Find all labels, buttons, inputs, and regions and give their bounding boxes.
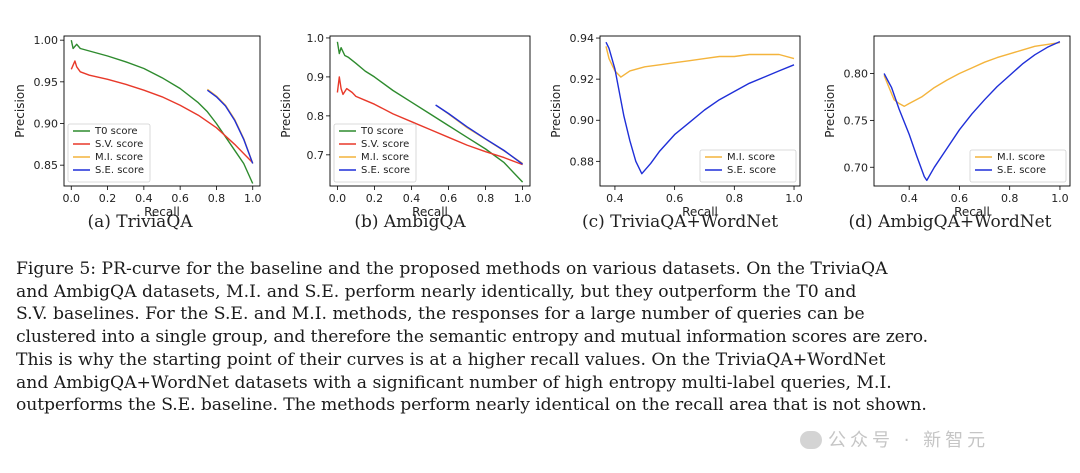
y-axis-label: Precision: [279, 84, 293, 138]
subcaption-d: (d) AmbigQA+WordNet: [848, 212, 1052, 232]
x-tick-label: 1.0: [1051, 192, 1069, 205]
chart-svg: 0.4 0.6 0.8 1.0 0.88 0.90 0.92 0.94 Recall Precis…: [549, 32, 803, 219]
wechat-icon: [800, 431, 822, 449]
x-tick-label: 0.8: [477, 192, 495, 205]
chart-triviaqa-wordnet: 0.4 0.6 0.8 1.0 0.88 0.90 0.92 0.94 Recall Precis…: [540, 20, 810, 219]
y-tick-label: 0.85: [34, 159, 59, 172]
x-tick-label: 0.8: [1001, 192, 1019, 205]
chart-svg: 0.0 0.2 0.4 0.6 0.8 1.0 0.85 0.90 0.95 1.00 Recall…: [13, 34, 262, 219]
series-line-s-v-score: [336, 76, 523, 166]
plot-frame: [599, 35, 801, 187]
plot-frame: [63, 35, 261, 187]
legend-label: M.I. score: [361, 152, 409, 163]
legend: T0 score S.V. score M.I. score S.E. score: [333, 123, 417, 183]
caption-line: and AmbigQA datasets, M.I. and S.E. perf…: [16, 281, 857, 302]
y-tick-label: 1.0: [307, 32, 325, 45]
y-axis-label: Precision: [13, 84, 27, 138]
x-axis-label: Recall: [954, 205, 990, 219]
y-tick-label: 0.9: [307, 71, 325, 84]
y-tick-label: 0.70: [844, 161, 869, 174]
x-tick-label: 1.0: [785, 192, 803, 205]
x-tick-label: 0.4: [606, 192, 624, 205]
y-tick-label: 0.8: [307, 110, 325, 123]
x-tick-label: 0.2: [99, 192, 117, 205]
legend-label: T0 score: [360, 126, 404, 137]
x-axis-label: Recall: [412, 205, 448, 219]
legend-box: [333, 123, 417, 183]
x-tick-label: 0.0: [63, 192, 81, 205]
legend-label: S.E. score: [361, 165, 410, 176]
figure-caption: Figure 5: PR-curve for the baseline and …: [16, 258, 1066, 417]
x-tick-label: 0.4: [900, 192, 918, 205]
caption-line: This is why the starting point of their …: [16, 349, 886, 370]
x-tick-label: 0.6: [951, 192, 969, 205]
caption-line: clustered into a single group, and there…: [16, 327, 928, 348]
plot-frame: [873, 35, 1071, 187]
legend-box: [699, 149, 797, 183]
chart-triviaqa: 0.0 0.2 0.4 0.6 0.8 1.0 0.85 0.90 0.95 1.00 Recall…: [0, 20, 270, 219]
y-tick-label: 0.94: [570, 32, 595, 45]
subcaption-c: (c) TriviaQA+WordNet: [581, 212, 779, 232]
y-tick-label: 0.88: [570, 155, 595, 168]
legend-label: S.E. score: [997, 165, 1046, 176]
x-tick-label: 0.2: [366, 192, 384, 205]
chart-ambigqa: 0.0 0.2 0.4 0.6 0.8 1.0 0.7 0.8 0.9 1.0 Recall Prec…: [270, 20, 540, 219]
y-tick-label: 0.90: [570, 114, 595, 127]
x-tick-label: 1.0: [514, 192, 532, 205]
legend-label: T0 score: [94, 126, 138, 137]
y-tick-label: 1.00: [34, 34, 59, 47]
y-tick-label: 0.90: [34, 118, 59, 131]
subcaption-b: (b) AmbigQA: [354, 212, 466, 232]
y-tick-label: 0.95: [34, 76, 59, 89]
caption-line: outperforms the S.E. baseline. The metho…: [16, 395, 927, 416]
series-line-s-e-score: [605, 41, 795, 175]
y-tick-label: 0.80: [844, 68, 869, 81]
y-tick-label: 0.7: [307, 149, 325, 162]
series-line-m-i-score: [605, 46, 795, 78]
x-axis-label: Recall: [144, 205, 180, 219]
legend-label: S.E. score: [727, 165, 776, 176]
series-line-s-e-score: [206, 89, 254, 164]
series-line-m-i-score: [883, 41, 1060, 107]
legend-label: M.I. score: [727, 152, 775, 163]
series-line-s-e-score: [883, 40, 1061, 182]
legend: M.I. score S.E. score: [699, 149, 797, 183]
legend-label: S.V. score: [95, 139, 143, 150]
x-tick-label: 0.8: [726, 192, 744, 205]
series-line-s-v-score: [70, 60, 254, 164]
x-tick-label: 0.8: [208, 192, 226, 205]
legend-label: S.V. score: [361, 139, 409, 150]
x-tick-label: 0.4: [403, 192, 421, 205]
caption-line: Figure 5: PR-curve for the baseline and …: [16, 259, 888, 279]
chart-svg: 0.0 0.2 0.4 0.6 0.8 1.0 0.7 0.8 0.9 1.0 Recall Prec…: [279, 32, 532, 219]
y-tick-label: 0.75: [844, 114, 869, 127]
legend-box: [67, 123, 151, 183]
caption-line: S.V. baselines. For the S.E. and M.I. me…: [16, 304, 865, 325]
x-tick-label: 0.4: [135, 192, 153, 205]
subcaption-a: (a) TriviaQA: [87, 212, 193, 232]
y-axis-label: Precision: [549, 84, 563, 138]
x-tick-label: 0.0: [329, 192, 347, 205]
watermark-text: 公众号 · 新智元: [828, 430, 990, 451]
series-line-t0-score: [336, 41, 524, 183]
legend-label: S.E. score: [95, 165, 144, 176]
plot-frame: [329, 35, 531, 187]
watermark: 公众号 · 新智元: [800, 426, 989, 452]
legend: M.I. score S.E. score: [969, 149, 1067, 183]
caption-line: and AmbigQA+WordNet datasets with a sign…: [16, 372, 892, 393]
x-tick-label: 0.6: [171, 192, 189, 205]
chart-svg: 0.4 0.6 0.8 1.0 0.70 0.75 0.80 Recall Precision M…: [823, 35, 1071, 219]
series-line-s-e-score: [435, 104, 524, 165]
x-tick-label: 1.0: [244, 192, 262, 205]
legend-label: M.I. score: [997, 152, 1045, 163]
legend-box: [969, 149, 1067, 183]
x-axis-label: Recall: [682, 205, 718, 219]
x-tick-label: 0.6: [440, 192, 458, 205]
legend: T0 score S.V. score M.I. score S.E. score: [67, 123, 151, 183]
x-tick-label: 0.6: [666, 192, 684, 205]
y-axis-label: Precision: [823, 84, 837, 138]
chart-ambigqa-wordnet: 0.4 0.6 0.8 1.0 0.70 0.75 0.80 Recall Precision M…: [810, 20, 1080, 219]
y-tick-label: 0.92: [570, 73, 595, 86]
legend-label: M.I. score: [95, 152, 143, 163]
